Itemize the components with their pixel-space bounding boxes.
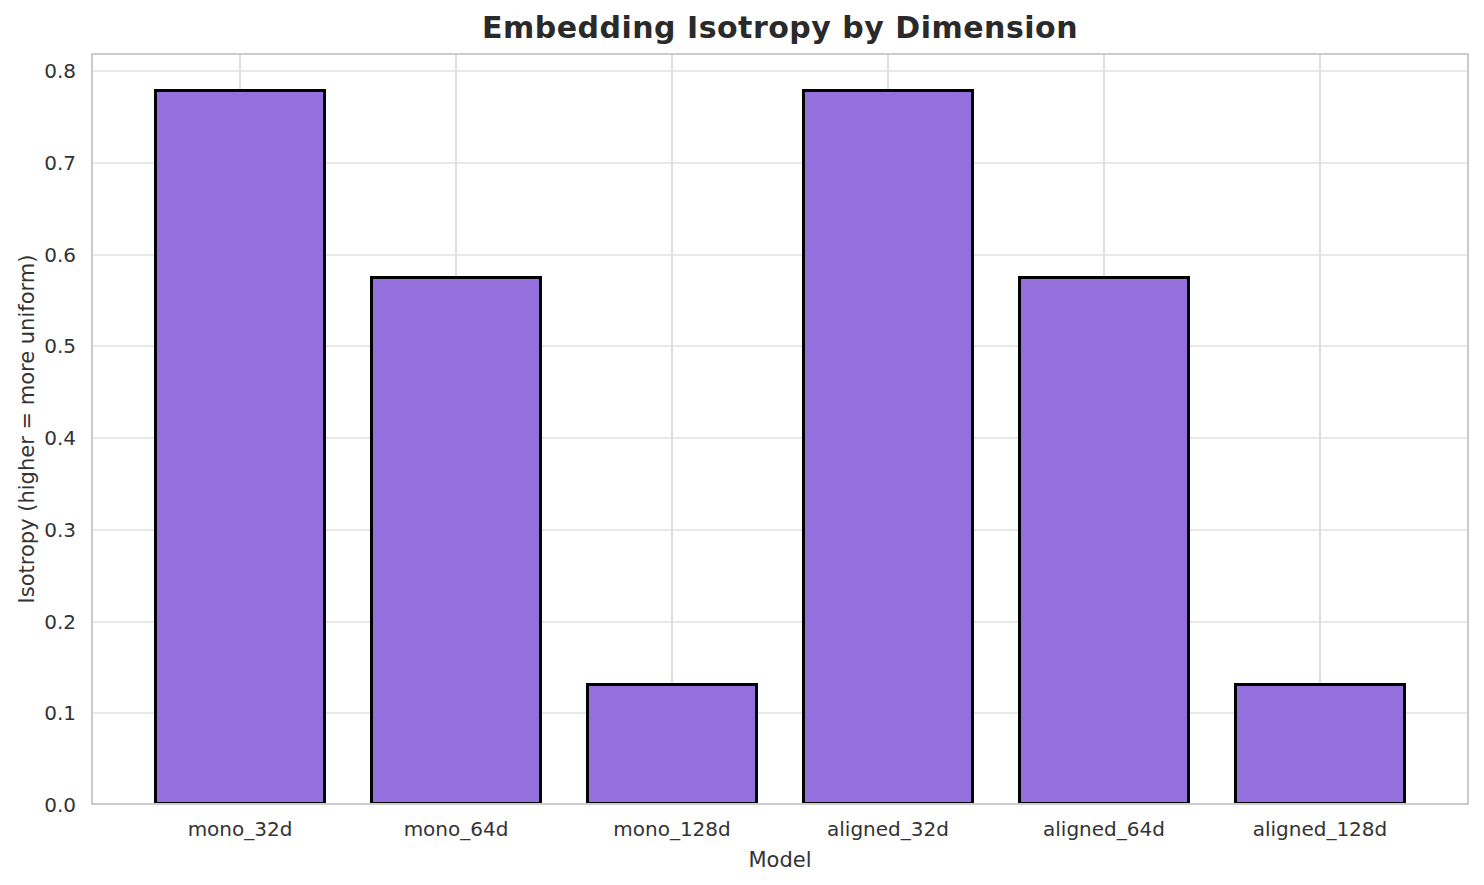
- y-tick-0.7: 0.7: [0, 151, 76, 175]
- h-gridline-0.8: [91, 70, 1469, 72]
- y-tick-0.0: 0.0: [0, 793, 76, 817]
- y-tick-0.5: 0.5: [0, 334, 76, 358]
- plot-area: [91, 53, 1469, 805]
- y-tick-0.4: 0.4: [0, 426, 76, 450]
- bar-aligned_128d: [1234, 683, 1407, 805]
- x-axis-label: Model: [91, 848, 1469, 872]
- y-tick-0.6: 0.6: [0, 243, 76, 267]
- spine-right: [1467, 53, 1469, 805]
- bar-mono_128d: [586, 683, 759, 805]
- bar-chart-figure: Embedding Isotropy by Dimension Isotropy…: [0, 0, 1484, 885]
- x-tick-mono_128d: mono_128d: [562, 817, 782, 841]
- spine-top: [91, 53, 1469, 55]
- x-tick-aligned_64d: aligned_64d: [994, 817, 1214, 841]
- bar-mono_32d: [154, 89, 327, 805]
- x-tick-aligned_128d: aligned_128d: [1210, 817, 1430, 841]
- y-tick-0.3: 0.3: [0, 518, 76, 542]
- chart-title: Embedding Isotropy by Dimension: [91, 10, 1469, 45]
- y-tick-0.1: 0.1: [0, 701, 76, 725]
- x-tick-aligned_32d: aligned_32d: [778, 817, 998, 841]
- x-tick-mono_64d: mono_64d: [346, 817, 566, 841]
- y-tick-0.8: 0.8: [0, 59, 76, 83]
- spine-bottom: [91, 803, 1469, 805]
- bar-aligned_32d: [802, 89, 975, 805]
- spine-left: [91, 53, 93, 805]
- bar-aligned_64d: [1018, 276, 1191, 805]
- x-tick-mono_32d: mono_32d: [130, 817, 350, 841]
- y-tick-0.2: 0.2: [0, 610, 76, 634]
- bar-mono_64d: [370, 276, 543, 805]
